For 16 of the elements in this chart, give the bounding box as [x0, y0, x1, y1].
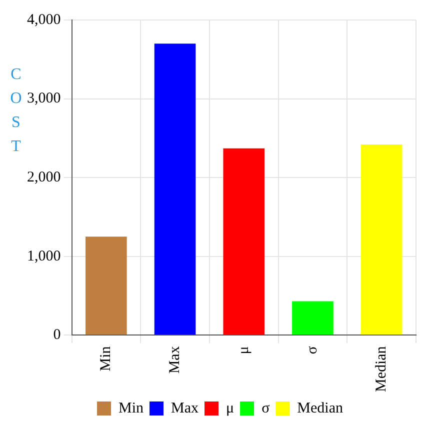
- legend-label: σ: [262, 400, 270, 416]
- y-axis-title: COST: [9, 65, 23, 157]
- x-tick-label: Median: [374, 346, 390, 392]
- legend-label: Max: [171, 400, 200, 416]
- y-tick-label: 3,000: [27, 90, 61, 107]
- y-tick-label: 1,000: [27, 248, 61, 264]
- legend-label: Median: [297, 400, 344, 416]
- x-tick-label: Max: [166, 346, 183, 374]
- x-tick-label: Min: [98, 346, 114, 372]
- y-tick-label: 4,000: [27, 12, 61, 28]
- legend-label: μ: [226, 400, 234, 416]
- x-tick-label: μ: [236, 346, 252, 354]
- y-tick-label: 0: [53, 327, 61, 344]
- legend-label: Min: [118, 400, 144, 416]
- x-tick-label: σ: [304, 346, 321, 354]
- y-tick-label: 2,000: [27, 170, 61, 186]
